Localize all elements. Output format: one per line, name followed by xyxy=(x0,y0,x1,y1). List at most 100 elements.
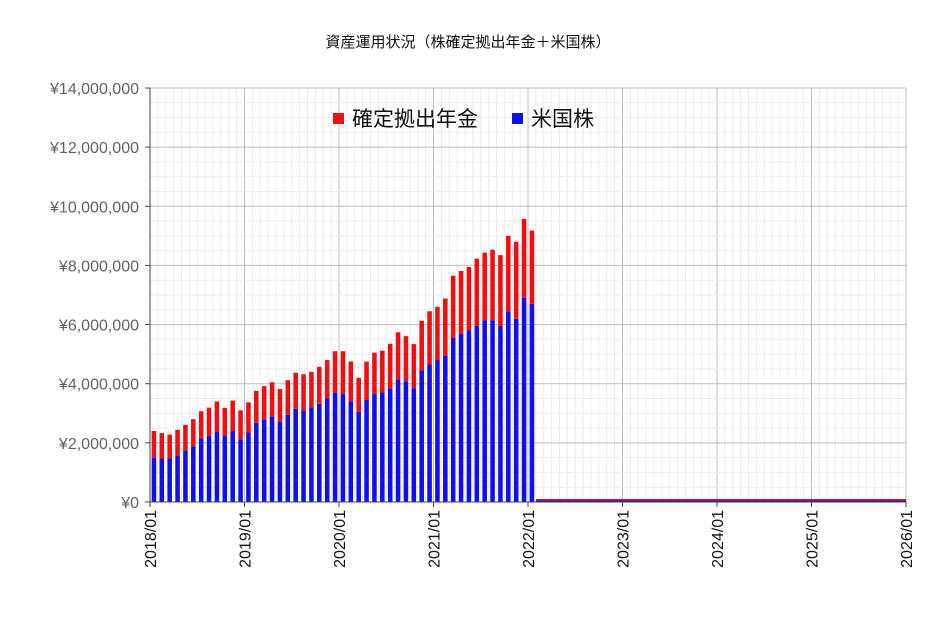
bar-pension-2020-11 xyxy=(419,320,424,371)
y-tick-label: ¥6,000,000 xyxy=(58,318,139,335)
bar-pension-2018-04 xyxy=(175,429,180,456)
bar-us-stocks-2022-01 xyxy=(529,303,535,502)
bar-us-stocks-2020-03 xyxy=(356,411,361,502)
bar-us-stocks-2021-09 xyxy=(498,326,503,502)
bar-us-stocks-2018-10 xyxy=(222,436,228,502)
bar-pension-2018-12 xyxy=(238,410,243,440)
legend-label-us-stocks: 米国株 xyxy=(531,107,594,131)
bar-us-stocks-2020-07 xyxy=(387,388,393,502)
x-tick-label: 2018/01 xyxy=(143,510,160,568)
bar-us-stocks-2018-02 xyxy=(159,458,165,502)
bar-us-stocks-2019-02 xyxy=(254,422,259,502)
bar-pension-2018-06 xyxy=(191,419,196,447)
bar-us-stocks-2018-04 xyxy=(175,455,180,502)
bar-us-stocks-2019-09 xyxy=(309,407,314,502)
bars xyxy=(151,219,906,502)
bar-pension-2021-03 xyxy=(450,275,456,338)
bar-pension-2020-10 xyxy=(411,344,417,389)
bar-us-stocks-2020-02 xyxy=(348,401,354,502)
x-tick-label: 2025/01 xyxy=(805,510,822,568)
x-tick-label: 2024/01 xyxy=(710,510,727,568)
bar-us-stocks-2018-05 xyxy=(183,450,188,502)
bar-zero-band-us-stocks xyxy=(535,500,906,502)
bar-us-stocks-2021-01 xyxy=(435,360,440,502)
bar-pension-2018-01 xyxy=(151,431,157,458)
bar-us-stocks-2020-12 xyxy=(427,364,432,502)
bar-pension-2019-01 xyxy=(246,402,251,433)
x-tick-label: 2019/01 xyxy=(238,510,255,568)
bar-pension-2019-09 xyxy=(309,371,314,408)
y-tick-label: ¥10,000,000 xyxy=(49,199,139,216)
bar-pension-2021-10 xyxy=(506,235,511,312)
bar-us-stocks-2019-12 xyxy=(332,392,338,502)
bar-us-stocks-2021-02 xyxy=(443,355,448,502)
bar-us-stocks-2019-01 xyxy=(246,432,251,502)
bar-pension-2018-09 xyxy=(214,401,220,432)
x-tick-label: 2023/01 xyxy=(616,510,633,568)
axes: ¥0 ¥2,000,000 ¥4,000,000 ¥6,000,000 ¥8,000,0… xyxy=(49,81,916,568)
bar-pension-2021-06 xyxy=(474,258,480,327)
bar-us-stocks-2018-06 xyxy=(191,446,196,502)
bar-zero-band-pension xyxy=(535,499,906,501)
bar-pension-2018-03 xyxy=(167,434,172,459)
bar-us-stocks-2020-11 xyxy=(419,370,424,502)
bar-pension-2018-08 xyxy=(206,407,212,437)
bar-us-stocks-2020-05 xyxy=(372,394,377,502)
bar-pension-2018-11 xyxy=(230,400,235,432)
bar-pension-2020-05 xyxy=(372,352,377,395)
legend-label-pension: 確定拠出年金 xyxy=(352,107,478,131)
bar-us-stocks-2019-04 xyxy=(269,416,275,502)
bar-pension-2018-07 xyxy=(198,411,204,439)
bar-us-stocks-2019-07 xyxy=(293,408,298,502)
chart-title: 資産運用状況（株確定拠出年金＋米国株） xyxy=(325,33,610,51)
bar-pension-2019-11 xyxy=(324,360,330,399)
bar-us-stocks-2018-07 xyxy=(198,438,204,502)
x-tick-label: 2022/01 xyxy=(521,510,538,568)
legend: 確定拠出年金 米国株 xyxy=(333,107,594,131)
bar-pension-2020-07 xyxy=(387,343,393,389)
bar-us-stocks-2018-12 xyxy=(238,439,243,502)
bar-us-stocks-2021-07 xyxy=(482,320,487,502)
bar-pension-2020-08 xyxy=(395,332,401,380)
bar-us-stocks-2018-08 xyxy=(206,436,212,502)
bar-us-stocks-2019-08 xyxy=(301,410,306,502)
bar-pension-2019-07 xyxy=(293,372,298,409)
bar-pension-2020-12 xyxy=(427,311,432,365)
bar-pension-2019-10 xyxy=(317,366,322,404)
y-tick-label: ¥4,000,000 xyxy=(58,377,139,394)
bar-us-stocks-2020-04 xyxy=(364,399,369,502)
bar-us-stocks-2019-06 xyxy=(285,414,291,502)
bar-pension-2020-01 xyxy=(340,351,346,395)
x-tick-label: 2020/01 xyxy=(332,510,349,568)
bar-us-stocks-2020-10 xyxy=(411,388,417,502)
bar-us-stocks-2019-03 xyxy=(261,419,267,502)
bar-us-stocks-2021-03 xyxy=(450,337,456,502)
bar-pension-2021-09 xyxy=(498,255,503,327)
bar-us-stocks-2020-06 xyxy=(380,392,385,502)
bar-pension-2022-01 xyxy=(529,230,535,304)
bar-us-stocks-2021-05 xyxy=(466,330,472,502)
bar-pension-2020-09 xyxy=(403,336,409,382)
bar-pension-2021-11 xyxy=(513,241,519,319)
bar-us-stocks-2021-11 xyxy=(513,318,519,502)
legend-swatch-us-stocks xyxy=(512,113,523,124)
bar-us-stocks-2018-01 xyxy=(151,457,157,502)
bar-pension-2021-04 xyxy=(458,271,464,335)
bar-us-stocks-2021-04 xyxy=(458,334,464,502)
bar-us-stocks-2020-01 xyxy=(340,394,346,502)
bar-us-stocks-2020-08 xyxy=(395,379,401,502)
y-tick-label: ¥0 xyxy=(120,495,139,512)
bar-us-stocks-2018-11 xyxy=(230,431,235,502)
y-tick-label: ¥8,000,000 xyxy=(58,258,139,275)
x-tick-label: 2021/01 xyxy=(427,510,444,568)
bar-pension-2019-12 xyxy=(332,351,338,393)
bar-pension-2018-10 xyxy=(222,407,228,437)
bar-pension-2018-05 xyxy=(183,424,188,451)
x-tick-label: 2026/01 xyxy=(899,510,916,568)
bar-pension-2019-06 xyxy=(285,380,291,415)
bar-us-stocks-2019-10 xyxy=(317,403,322,502)
bar-pension-2018-02 xyxy=(159,433,165,459)
bar-pension-2021-01 xyxy=(435,306,440,361)
bar-pension-2021-02 xyxy=(443,298,448,356)
